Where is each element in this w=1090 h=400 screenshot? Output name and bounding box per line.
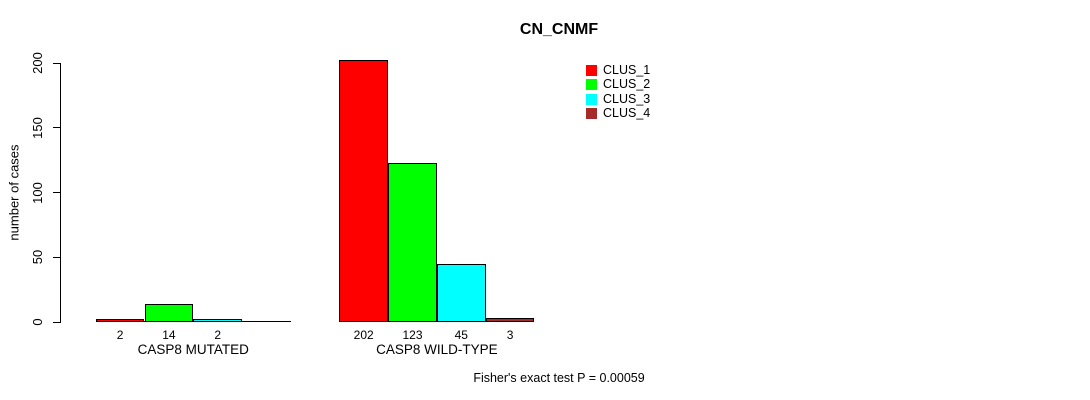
y-axis-tick [53, 62, 60, 64]
bar-value-label: 14 [162, 328, 176, 342]
legend-label: CLUS_1 [603, 62, 651, 77]
bar-clus_1-wild-type [339, 60, 389, 322]
y-axis-tick-label: 0 [30, 318, 45, 326]
y-axis-line [60, 63, 61, 323]
legend-swatch-clus_2 [586, 79, 597, 91]
fisher-test-annotation: Fisher's exact test P = 0.00059 [473, 371, 645, 385]
bar-clus_2-wild-type [388, 162, 437, 322]
group-label: CASP8 WILD-TYPE [376, 342, 498, 357]
bar-clus_4-wild-type [485, 318, 535, 322]
y-axis-label: number of cases [6, 144, 22, 241]
legend-label: CLUS_3 [603, 91, 651, 106]
bar-value-label: 2 [214, 328, 222, 342]
legend-swatch-clus_4 [586, 108, 597, 120]
chart-title: CN_CNMF [519, 21, 599, 38]
y-axis-tick-label: 150 [30, 116, 45, 139]
y-axis-tick-label: 50 [30, 250, 45, 265]
y-axis-tick [53, 192, 60, 193]
legend-label: CLUS_2 [603, 77, 651, 92]
legend-swatch-clus_3 [586, 93, 597, 105]
bar-value-label: 2 [116, 328, 124, 342]
y-axis-tick-label: 100 [30, 181, 45, 204]
bar-clus_1-mutated [95, 319, 145, 322]
bar-value-label: 45 [454, 328, 468, 342]
bar-value-label: 202 [353, 328, 374, 342]
legend-swatch-clus_1 [586, 64, 597, 76]
legend-label: CLUS_4 [603, 106, 651, 121]
group-label: CASP8 MUTATED [137, 342, 249, 357]
bar-clus_2-mutated [144, 303, 194, 322]
bar-value-label: 3 [506, 328, 514, 342]
bar-clus_3-mutated [193, 319, 243, 322]
y-axis-tick [53, 256, 60, 258]
y-axis-tick-label: 200 [30, 52, 45, 74]
y-axis-tick [53, 127, 60, 129]
y-axis-tick [53, 321, 60, 323]
bar-value-label: 123 [402, 328, 423, 342]
bar-clus_3-wild-type [436, 263, 486, 322]
